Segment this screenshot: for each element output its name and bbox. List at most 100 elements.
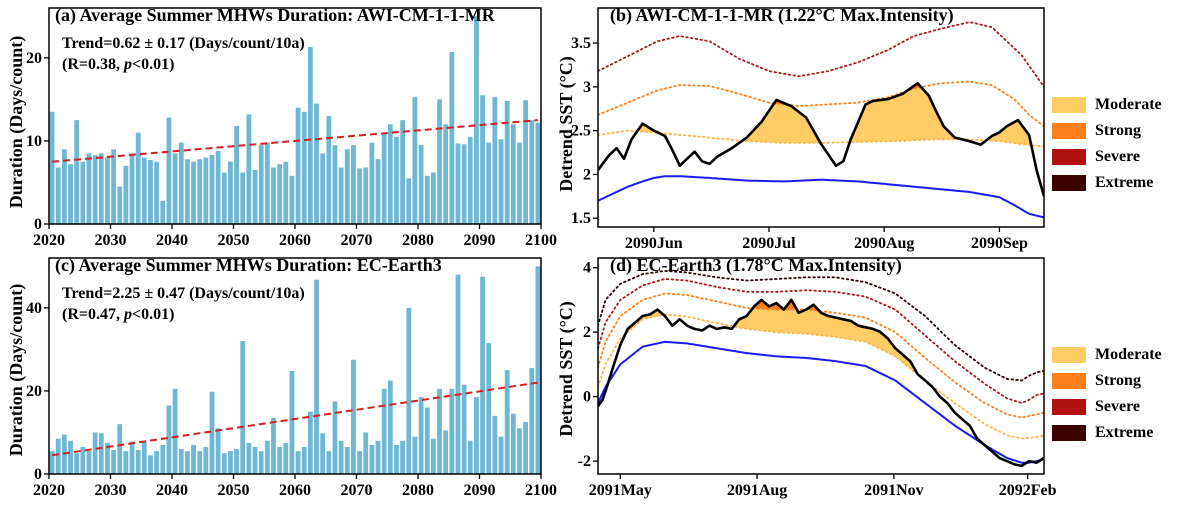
panel-a-bar [283, 161, 289, 224]
panel-c-xtick-label: 2080 [402, 482, 434, 499]
panel-a-bar [141, 157, 147, 224]
panel-c-bar [55, 438, 61, 474]
panel-c-bar [498, 436, 504, 474]
panel-c-bar [74, 453, 80, 474]
panel-a-bar [430, 172, 436, 224]
legend-item-extreme: Extreme [1052, 170, 1162, 196]
panel-a-bar [221, 172, 227, 224]
panel-b-ytick-label: 2.5 [571, 123, 591, 140]
panel-c-bar [228, 451, 233, 474]
panel-c-bar [363, 432, 369, 474]
panel-c-bar [529, 368, 535, 474]
panel-a-bar [351, 145, 356, 224]
panel-a-bar [400, 120, 406, 224]
panel-a-ylabel: Duration (Days/count) [6, 36, 27, 209]
panel-c-ytick-label: 20 [26, 383, 42, 400]
panel-a-xtick-label: 2080 [402, 232, 434, 249]
panel-c-bar [424, 407, 430, 474]
panel-b-fill-moderate [598, 87, 1044, 147]
panel-c-trend-line [51, 381, 539, 457]
panel-c-bar [412, 436, 418, 474]
panel-a-bar [467, 136, 473, 224]
panel-d-ylabel: Detrend SST (°C) [556, 301, 577, 437]
panel-a-bar [461, 144, 467, 224]
panel-d-legend: Moderate Strong Severe Extreme [1052, 342, 1162, 446]
panel-a-bar [86, 153, 92, 224]
panel-b-ylabel: Detrend SST (°C) [556, 56, 577, 192]
panel-a-trend-line [51, 119, 539, 163]
panel-a-bar [314, 103, 319, 224]
panel-d-threshold-extreme-line [598, 269, 1044, 382]
legend-item-moderate: Moderate [1052, 92, 1162, 118]
panel-c-bar [418, 397, 424, 474]
panel-c-bar [381, 388, 387, 474]
panel-d-climatology-line [598, 340, 1044, 464]
panel-a-bar [80, 161, 86, 224]
panel-a-bar [480, 95, 485, 224]
panel-a-bar [332, 145, 338, 224]
panel-a-bar [228, 161, 233, 224]
panel-a-bar [98, 153, 104, 224]
panel-c-bar [209, 391, 215, 474]
panel-a-ytick-label: 20 [26, 50, 42, 67]
panel-c-bar [98, 433, 104, 474]
panel-c-xtick-label: 2050 [218, 482, 250, 499]
panel-c-bar [178, 449, 184, 474]
panel-d-xtick-label: 2091May [589, 482, 652, 499]
panel-a-xtick-label: 2040 [156, 232, 188, 249]
panel-c-bar [215, 428, 221, 474]
panel-a-bar [443, 124, 449, 224]
panel-a-bar [55, 167, 61, 224]
panel-c-xtick-label: 2090 [464, 482, 496, 499]
panel-c-title: (c) Average Summer MHWs Duration: EC-Ear… [55, 255, 442, 276]
panel-a-bar [394, 136, 399, 224]
panel-a-bar [301, 111, 307, 224]
panel-a-trend-text: Trend=0.62 ± 0.17 (Days/count/10a) [62, 35, 305, 52]
panel-c-bar [191, 444, 196, 474]
panel-c-bar [105, 442, 110, 474]
panel-a-xtick-label: 2050 [218, 232, 250, 249]
panel-c-bar [535, 266, 541, 474]
panel-a-bars [49, 16, 541, 225]
legend-swatch-strong [1052, 373, 1086, 389]
legend-item-severe: Severe [1052, 394, 1162, 420]
panel-a-bar [135, 132, 141, 224]
panel-d-xtick-label: 2092Feb [999, 482, 1057, 499]
legend-swatch-strong [1052, 123, 1086, 139]
panel-c-bar [344, 447, 350, 474]
panel-c-bar [289, 370, 295, 474]
legend-item-severe: Severe [1052, 144, 1162, 170]
legend-item-strong: Strong [1052, 118, 1162, 144]
panel-b-title: (b) AWI-CM-1-1-MR (1.22°C Max.Intensity) [610, 5, 954, 26]
legend-item-extreme: Extreme [1052, 420, 1162, 446]
panel-a-bar [160, 200, 166, 224]
panel-a-bar [387, 124, 393, 224]
panel-d-threshold-severe-line [598, 278, 1044, 405]
panel-a-bar [178, 142, 184, 224]
panel-a-bar [375, 159, 381, 224]
panel-b-frame [597, 7, 1045, 228]
panel-c-bar [240, 341, 246, 474]
panel-a-xtick-label: 2100 [525, 232, 557, 249]
panel-a-bar [68, 164, 73, 224]
panel-a-bar [504, 101, 510, 224]
panel-d-timeseries-ec: 2091May 2091Aug 2091Nov 2092Feb -2 0 2 4 (d) EC-… [556, 255, 1057, 499]
panel-c-bar [443, 430, 449, 474]
panel-d-xtick-label: 2091Aug [727, 482, 787, 499]
panel-c-bar [148, 455, 153, 474]
panel-d-sst-line [598, 298, 1044, 468]
panel-b-xtick-label: 2090Sep [971, 235, 1028, 252]
legend-label-extreme: Extreme [1095, 424, 1154, 441]
panel-a-bar [277, 164, 283, 224]
panel-a-bar [184, 159, 190, 224]
panel-d-ytick-label: -2 [578, 453, 591, 470]
panel-c-bar [517, 428, 522, 474]
panel-c-bar [486, 343, 492, 474]
legend-label-moderate: Moderate [1095, 346, 1162, 363]
panel-a-bar [240, 172, 246, 224]
panel-b-legend: Moderate Strong Severe Extreme [1052, 92, 1162, 196]
panel-a-ytick-label: 10 [26, 133, 42, 150]
panel-c-bar [271, 417, 276, 474]
panel-c-duration-ec: 2020 2030 2040 2050 2060 2070 2080 2090 21000204… [6, 255, 557, 499]
panel-d-ytick-label: 0 [583, 389, 591, 406]
